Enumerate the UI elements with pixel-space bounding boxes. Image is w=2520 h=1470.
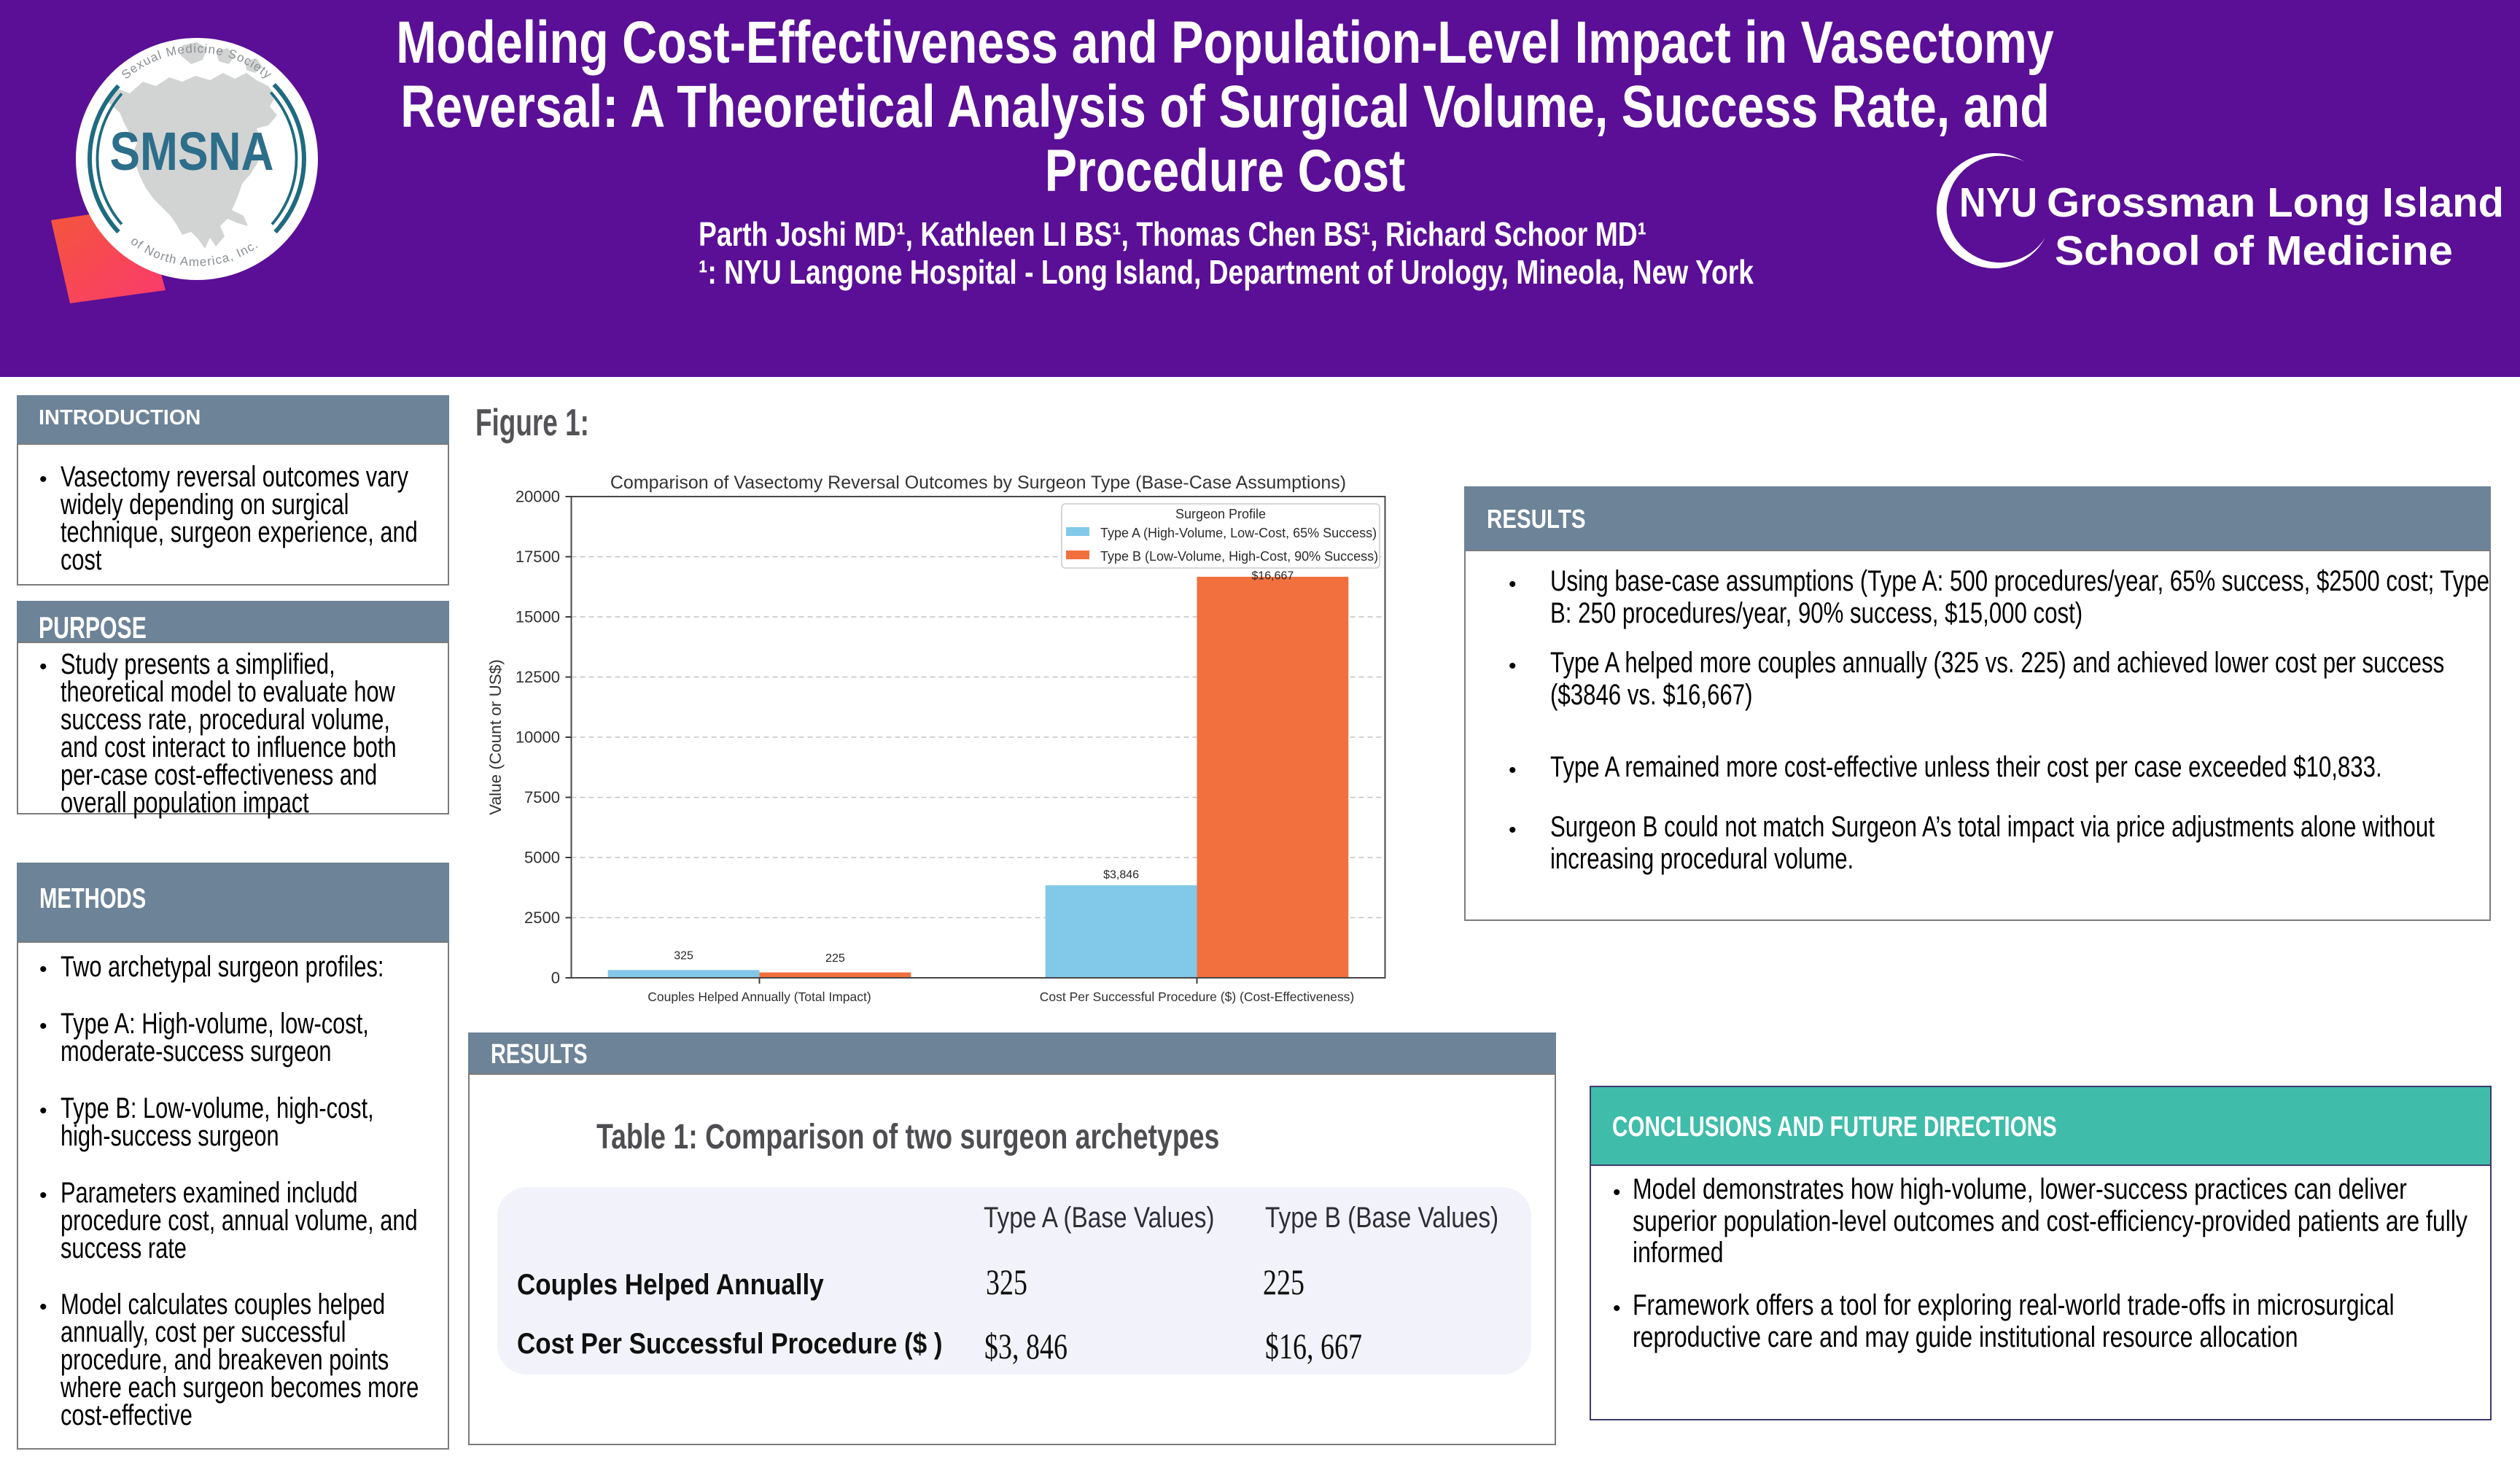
svg-text:$16,667: $16,667 [1251, 569, 1294, 582]
svg-text:20000: 20000 [516, 488, 560, 506]
svg-text:School of Medicine: School of Medicine [2055, 228, 2453, 274]
svg-text:Comparison of Vasectomy Revers: Comparison of Vasectomy Reversal Outcome… [610, 472, 1346, 493]
svg-text:325: 325 [674, 950, 693, 962]
svg-text:17500: 17500 [516, 548, 560, 566]
svg-text:Value (Count or US$): Value (Count or US$) [486, 659, 505, 814]
svg-text:0: 0 [551, 969, 560, 987]
svg-text:Type B (Low-Volume, High-Cost,: Type B (Low-Volume, High-Cost, 90% Succe… [1100, 549, 1378, 564]
svg-text:5000: 5000 [524, 849, 560, 867]
svg-text:Type A (High-Volume, Low-Cost,: Type A (High-Volume, Low-Cost, 65% Succe… [1100, 526, 1377, 540]
svg-text:Couples Helped Annually (Total: Couples Helped Annually (Total Impact) [648, 989, 871, 1004]
svg-text:Cost Per Successful Procedure: Cost Per Successful Procedure ($) (Cost-… [1040, 989, 1355, 1004]
svg-text:10000: 10000 [516, 728, 560, 747]
svg-text:7500: 7500 [524, 788, 560, 806]
svg-text:Surgeon Profile: Surgeon Profile [1175, 507, 1266, 521]
svg-text:SMSNA: SMSNA [110, 121, 274, 182]
svg-text:Grossman Long Island: Grossman Long Island [2047, 179, 2504, 226]
svg-text:225: 225 [825, 952, 845, 965]
svg-text:NYU: NYU [1959, 179, 2037, 226]
svg-text:15000: 15000 [516, 608, 560, 626]
svg-text:2500: 2500 [524, 909, 560, 927]
svg-text:12500: 12500 [516, 668, 560, 686]
svg-text:$3,846: $3,846 [1103, 869, 1139, 882]
